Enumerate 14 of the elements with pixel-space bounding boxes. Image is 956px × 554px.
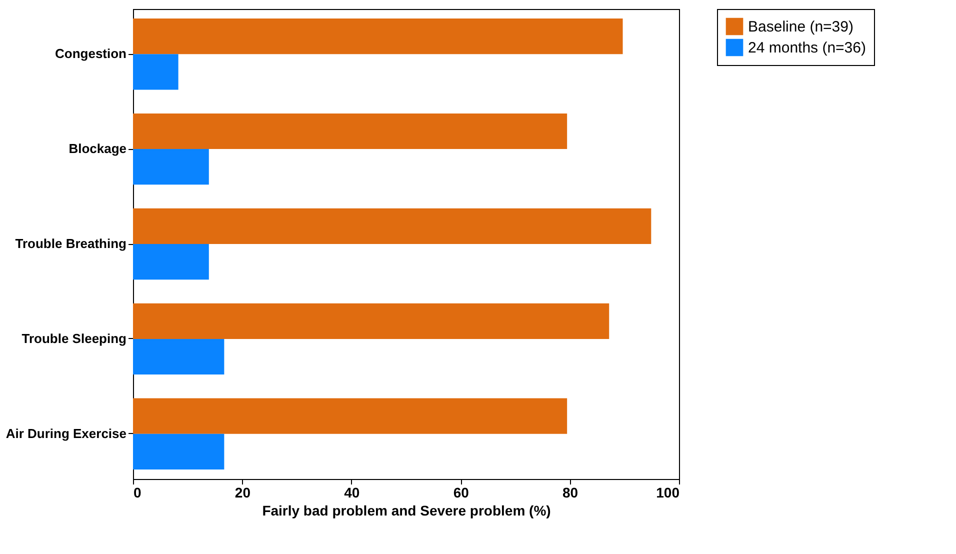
y-tick-label: Air During Exercise [6,426,126,441]
legend-label: Baseline (n=39) [748,18,854,36]
legend-label: 24 months (n=36) [748,40,866,56]
y-tick-label: Congestion [55,46,127,62]
y-tick-label: Blockage [68,141,126,156]
x-tick-label: 80 [562,484,578,500]
x-tick-label: 60 [453,484,470,500]
x-tick-label: 40 [344,484,360,500]
x-tick-label: 20 [234,484,251,500]
y-tick-label: Trouble Breathing [15,236,127,251]
x-axis-title: Fairly bad problem and Severe problem (%) [262,502,551,518]
x-tick-label: 100 [656,484,680,500]
y-tick-label: Trouble Sleeping [22,330,127,346]
x-tick-label: 0 [134,484,142,500]
